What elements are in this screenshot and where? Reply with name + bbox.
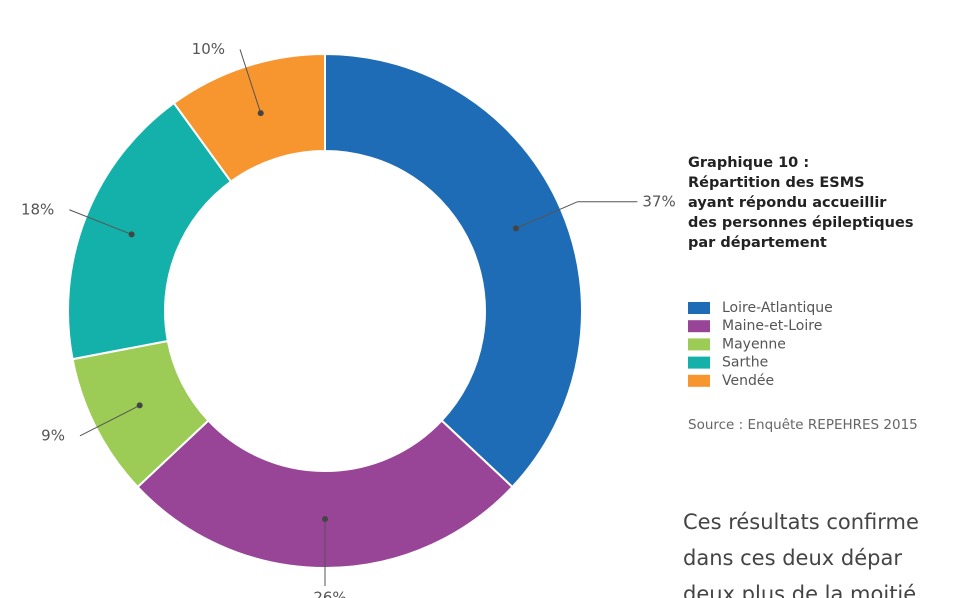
chart-title: ayant répondu accueillir (688, 195, 887, 211)
chart-title: Répartition des ESMS (688, 175, 865, 191)
legend-swatch (688, 374, 710, 387)
leader-line (515, 201, 578, 229)
donut-slice (172, 52, 326, 183)
data-label: 10% (192, 40, 225, 58)
leader-dot (512, 225, 519, 232)
body-text: Ces résultats confirme (683, 510, 919, 534)
leader-dot (136, 402, 143, 409)
leader-dot (128, 231, 135, 238)
body-text: dans ces deux dépar (683, 546, 902, 570)
data-label: 18% (21, 200, 54, 218)
legend-swatch (688, 320, 710, 333)
source: Source : Enquête REPEHRES 2015 (688, 417, 918, 433)
donut-slice (324, 52, 583, 489)
data-label: 9% (41, 426, 65, 444)
legend-swatch (688, 338, 710, 351)
legend-swatch (688, 356, 710, 369)
legend-label: Maine-et-Loire (722, 318, 822, 334)
data-label: 26% (313, 589, 346, 598)
leader-dot (322, 516, 328, 522)
chart-title: par département (688, 235, 827, 251)
leader-dot (257, 110, 264, 117)
chart-title: Graphique 10 : (688, 155, 809, 171)
donut-slice (136, 419, 514, 570)
leader-line (239, 49, 262, 114)
leader-line (79, 404, 140, 437)
legend-label: Mayenne (722, 336, 786, 352)
body-text: deux plus de la moitié (683, 582, 916, 598)
legend-swatch (688, 302, 710, 314)
data-label: 37% (642, 192, 675, 210)
legend-label: Sarthe (722, 355, 768, 371)
legend-label: Vendée (722, 373, 774, 389)
legend-label: Loire-Atlantique (722, 300, 833, 316)
chart-title: des personnes épileptiques (688, 215, 913, 231)
leader-line (69, 209, 132, 235)
